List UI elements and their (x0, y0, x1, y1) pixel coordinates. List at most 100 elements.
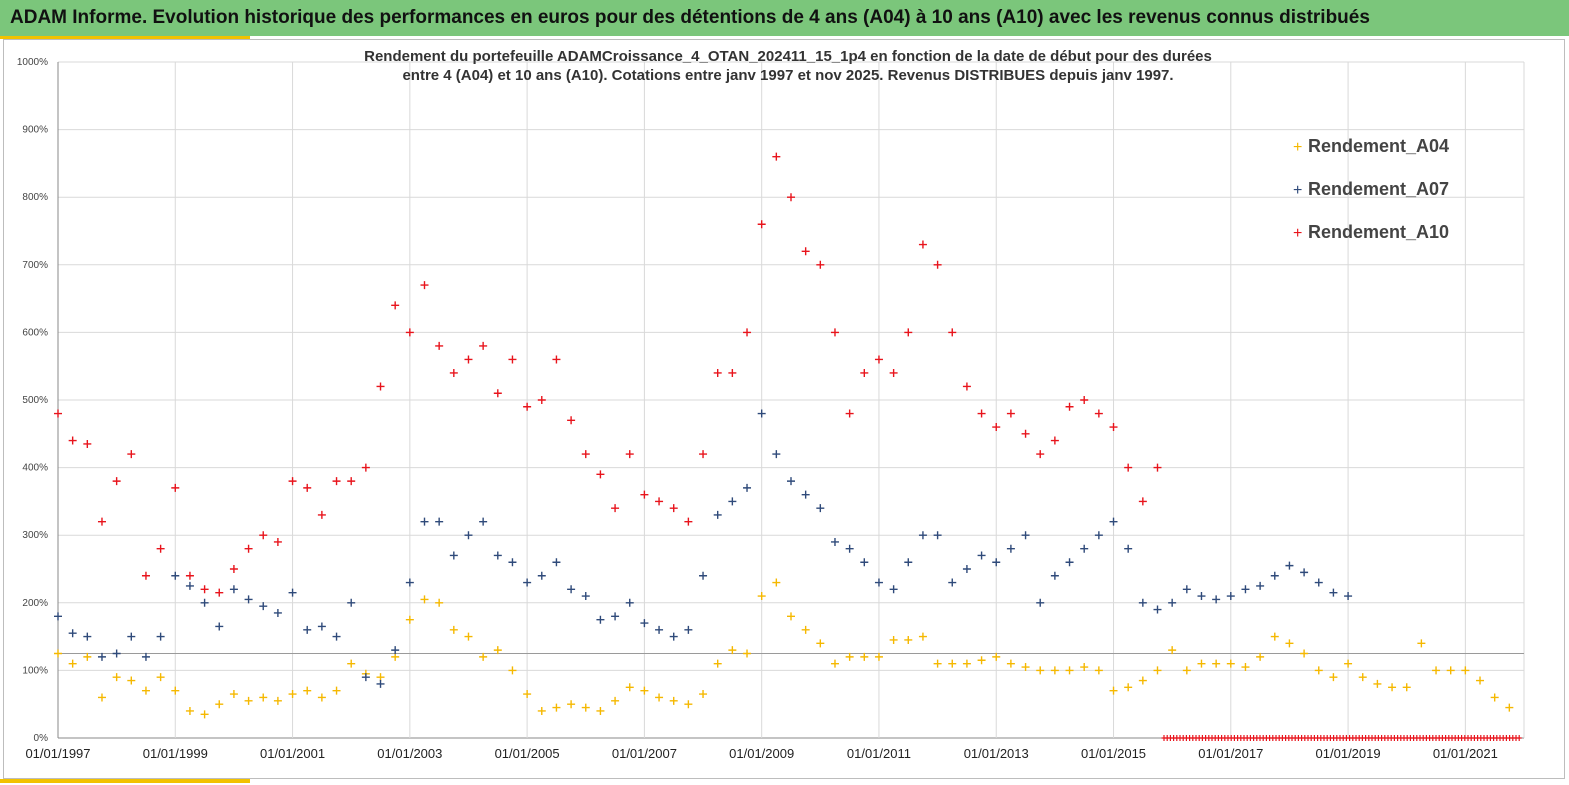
x-tick-label: 01/01/2009 (729, 746, 794, 761)
data-point (655, 497, 664, 506)
data-point (303, 625, 312, 634)
data-point (596, 470, 605, 479)
data-point (1490, 693, 1499, 702)
data-point (581, 450, 590, 459)
data-point (581, 592, 590, 601)
data-point (464, 355, 473, 364)
data-point (1050, 666, 1059, 675)
legend-marker-a10: + (1293, 225, 1302, 242)
data-point (933, 531, 942, 540)
data-point (552, 558, 561, 567)
accent-bar-bottom (0, 779, 250, 783)
data-point (1138, 676, 1147, 685)
data-point (97, 517, 106, 526)
data-point (215, 622, 224, 631)
series-a10 (54, 152, 1162, 597)
data-point (317, 622, 326, 631)
data-point (1021, 531, 1030, 540)
x-tick-label: 01/01/2015 (1081, 746, 1146, 761)
data-point (273, 537, 282, 546)
data-point (1080, 663, 1089, 672)
data-point (200, 710, 209, 719)
data-point (127, 676, 136, 685)
data-point (1358, 673, 1367, 682)
y-axis: 0% 100% 200% 300% 400% 500% 600% 700% 800% 900% 10… (17, 57, 48, 744)
data-point (728, 368, 737, 377)
data-point (1461, 666, 1470, 675)
data-point (772, 152, 781, 161)
data-point (948, 659, 957, 668)
data-point (435, 341, 444, 350)
data-point (1212, 595, 1221, 604)
data-point (977, 551, 986, 560)
data-point (303, 686, 312, 695)
data-point (728, 497, 737, 506)
data-point (1065, 558, 1074, 567)
data-point (1153, 605, 1162, 614)
data-point (112, 649, 121, 658)
data-point (948, 328, 957, 337)
data-point (332, 686, 341, 695)
data-point (420, 517, 429, 526)
data-point (1138, 497, 1147, 506)
data-point (1050, 571, 1059, 580)
data-point (889, 585, 898, 594)
data-point (1373, 679, 1382, 688)
data-point (772, 578, 781, 587)
data-point (787, 193, 795, 202)
data-point (317, 693, 326, 702)
data-point (493, 646, 502, 655)
data-point (405, 328, 414, 337)
data-point (962, 565, 971, 573)
chart-grid (57, 61, 1525, 739)
data-point (684, 700, 693, 709)
data-point (185, 706, 194, 715)
data-point (787, 612, 795, 621)
data-point (757, 220, 766, 229)
data-point (537, 571, 546, 580)
data-point (1476, 676, 1485, 685)
data-point (1006, 544, 1015, 553)
data-point (1270, 571, 1279, 580)
data-point (1226, 592, 1235, 601)
data-point (83, 439, 92, 448)
data-point (523, 402, 532, 411)
data-point (1021, 663, 1030, 672)
x-tick-label: 01/01/2017 (1198, 746, 1263, 761)
data-point (1006, 659, 1015, 668)
data-point (1446, 666, 1455, 675)
data-point (229, 565, 238, 573)
data-point (1270, 632, 1279, 641)
data-point (625, 450, 634, 459)
data-point (1226, 659, 1235, 668)
data-point (376, 673, 385, 682)
no-data-markers (1161, 735, 1522, 741)
data-point (244, 544, 253, 553)
data-point (918, 531, 927, 540)
data-point (171, 686, 180, 695)
data-point (640, 490, 649, 499)
data-point (435, 598, 444, 607)
data-point (537, 396, 546, 404)
data-point (640, 686, 649, 695)
x-tick-label: 01/01/2019 (1316, 746, 1381, 761)
data-point (801, 247, 810, 256)
data-point (567, 700, 576, 709)
y-tick-label: 300% (22, 530, 48, 541)
data-point (493, 389, 502, 398)
x-tick-label: 01/01/2001 (260, 746, 325, 761)
title-banner: ADAM Informe. Evolution historique des p… (0, 0, 1569, 36)
data-point (1197, 592, 1206, 601)
data-point (845, 409, 854, 418)
data-point (449, 551, 458, 560)
data-point (523, 578, 532, 587)
data-point (596, 706, 605, 715)
x-axis: 01/01/1997 01/01/1999 01/01/2001 01/01/2003… (25, 746, 1497, 761)
data-point (347, 477, 356, 486)
y-tick-label: 200% (22, 598, 48, 609)
data-point (904, 635, 913, 644)
data-point (816, 504, 825, 513)
x-tick-label: 01/01/2007 (612, 746, 677, 761)
data-point (1344, 659, 1353, 668)
